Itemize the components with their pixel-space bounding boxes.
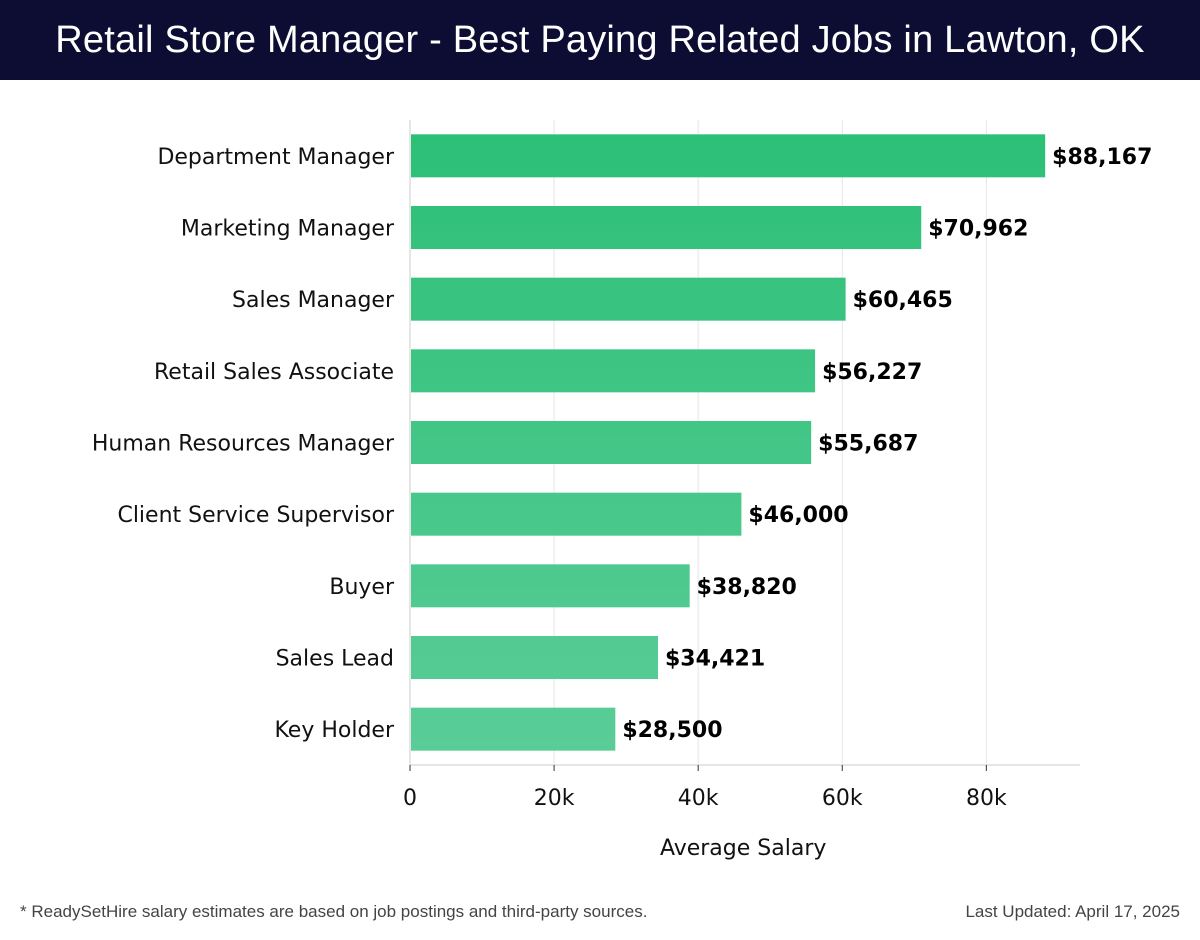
bar <box>411 636 658 679</box>
footnote: * ReadySetHire salary estimates are base… <box>20 902 648 921</box>
bar <box>411 206 922 249</box>
bar <box>411 277 846 321</box>
value-label: $56,227 <box>822 360 922 385</box>
value-label: $60,465 <box>853 288 953 313</box>
bar <box>411 421 812 464</box>
x-tick-label: 40k <box>678 786 719 811</box>
category-label: Key Holder <box>274 718 394 743</box>
value-label: $38,820 <box>697 575 797 600</box>
chart-title: Retail Store Manager - Best Paying Relat… <box>0 0 1200 80</box>
x-tick-label: 0 <box>403 786 417 811</box>
x-tick-label: 20k <box>534 786 575 811</box>
bar <box>411 134 1046 178</box>
value-label: $28,500 <box>622 718 722 743</box>
bar <box>411 564 690 608</box>
x-tick-label: 60k <box>822 786 863 811</box>
bar <box>411 707 616 751</box>
last-updated: Last Updated: April 17, 2025 <box>965 902 1180 921</box>
x-axis-title: Average Salary <box>660 836 826 861</box>
bar-chart: 0 20k 40k 60k 80k Average Salary Department Ma… <box>92 120 1152 861</box>
category-label: Sales Lead <box>276 647 394 672</box>
value-label: $34,421 <box>665 647 765 672</box>
value-label: $46,000 <box>748 503 848 528</box>
value-label: $55,687 <box>818 432 918 457</box>
value-label: $70,962 <box>928 217 1028 242</box>
category-label: Client Service Supervisor <box>117 503 394 528</box>
category-label: Retail Sales Associate <box>154 360 394 385</box>
category-label: Buyer <box>329 575 395 600</box>
x-tick-label: 80k <box>966 786 1007 811</box>
bar <box>411 492 742 536</box>
category-label: Department Manager <box>157 145 395 170</box>
category-label: Human Resources Manager <box>92 432 395 457</box>
value-label: $88,167 <box>1052 145 1152 170</box>
category-label: Sales Manager <box>232 288 395 313</box>
category-label: Marketing Manager <box>181 217 395 242</box>
bar <box>411 349 816 393</box>
